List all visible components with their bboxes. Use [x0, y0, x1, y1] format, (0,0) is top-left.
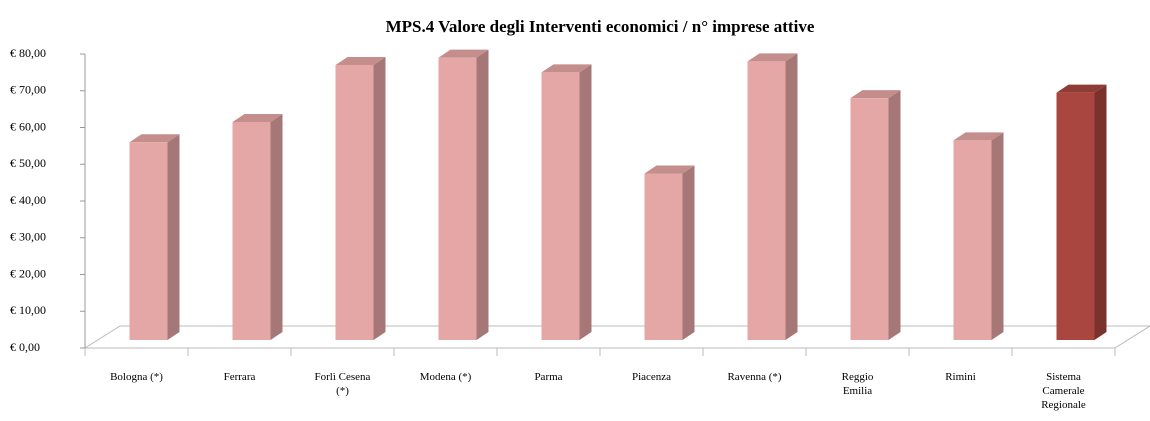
y-tick-label: € 50,00: [10, 156, 46, 170]
bar-side: [476, 49, 489, 341]
y-tick-label: € 20,00: [10, 266, 46, 280]
bar-side: [579, 64, 592, 340]
chart-title: MPS.4 Valore degli Interventi economici …: [386, 17, 815, 36]
bar-front: [541, 72, 580, 340]
bar-front: [335, 65, 374, 341]
bar-front: [1056, 92, 1095, 341]
x-tick-label: Bologna (*): [110, 371, 163, 383]
bar-side: [682, 165, 695, 340]
bar-top: [644, 165, 695, 174]
bar: [850, 90, 901, 340]
bar-front: [644, 173, 683, 340]
bar: [1056, 84, 1107, 341]
x-tick-label: Reggio Emilia: [841, 371, 874, 397]
bar-side: [270, 113, 283, 340]
bar: [953, 132, 1004, 340]
x-tick-label: Forlì Cesena (*): [314, 371, 371, 397]
bar-front: [129, 142, 168, 340]
bar: [438, 49, 489, 341]
bar: [129, 134, 180, 340]
floor: [83, 325, 1150, 349]
bar-front: [953, 140, 992, 340]
y-tick-label: € 30,00: [10, 230, 46, 244]
x-tick-label: Ravenna (*): [727, 371, 782, 383]
bar-side: [785, 53, 798, 340]
bar-top: [438, 49, 489, 58]
x-tick-label: Rimini: [945, 371, 976, 383]
bar-top: [850, 90, 901, 99]
bar-side: [373, 57, 386, 341]
y-tick-label: € 80,00: [10, 46, 46, 60]
x-tick-label: Sistema Camerale Regionale: [1041, 371, 1086, 411]
y-tick-label: € 60,00: [10, 119, 46, 133]
x-tick-label: Modena (*): [419, 371, 472, 383]
x-tick-label: Piacenza: [631, 371, 672, 383]
bar-front: [850, 98, 889, 340]
bar-top: [1056, 84, 1107, 93]
bar-side: [167, 134, 180, 340]
bar-top: [129, 134, 180, 143]
x-tick-label: Ferrara: [223, 371, 256, 383]
bar: [541, 64, 592, 340]
bar: [335, 57, 386, 341]
bar-top: [335, 57, 386, 66]
bar: [747, 53, 798, 340]
bar-front: [232, 121, 271, 340]
bar: [644, 165, 695, 340]
bar-top: [541, 64, 592, 73]
y-tick-label: € 10,00: [10, 303, 46, 317]
bar-top: [747, 53, 798, 62]
y-tick-label: € 40,00: [10, 193, 46, 207]
bar: [232, 113, 283, 340]
bar-front: [438, 57, 477, 341]
bar-side: [888, 90, 901, 340]
bar-front: [747, 61, 786, 340]
x-tick-label: Parma: [534, 371, 563, 383]
bar-top: [953, 132, 1004, 141]
y-tick-label: € 70,00: [10, 83, 46, 97]
bar-top: [232, 113, 283, 122]
y-tick-label: € 0,00: [10, 340, 40, 354]
bar-side: [991, 132, 1004, 340]
bar-side: [1094, 84, 1107, 341]
